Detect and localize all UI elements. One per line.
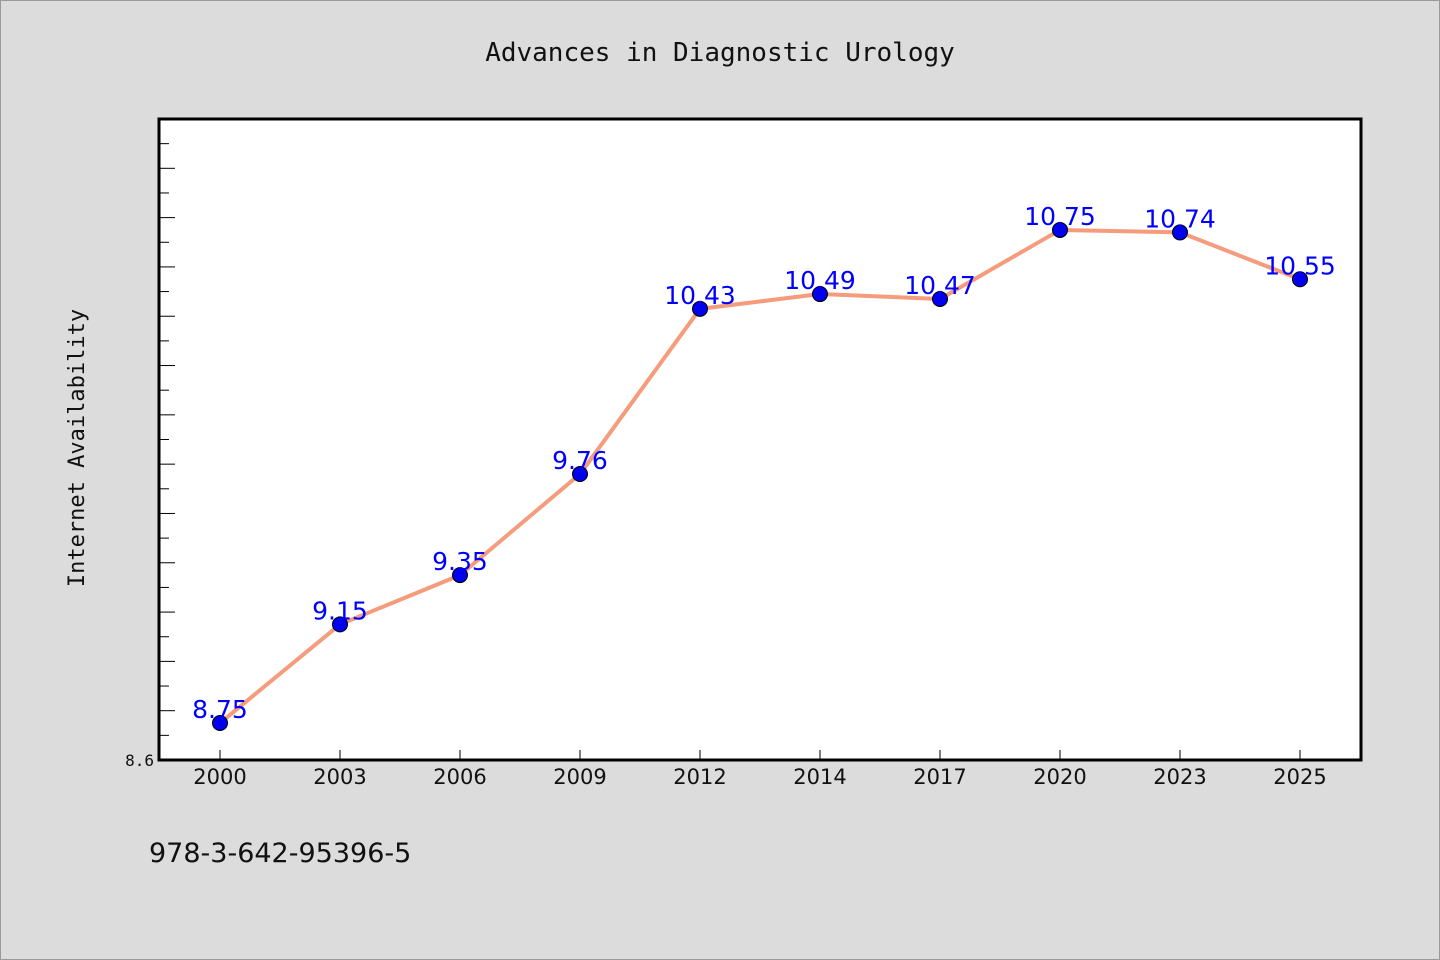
x-tick-label: 2014 [793, 765, 846, 789]
series-line [218, 227, 1302, 726]
y-axis-ticks: 8.6 [125, 118, 175, 770]
data-point-marker [1172, 224, 1188, 241]
data-label: 10.74 [1144, 204, 1216, 233]
x-tick-label: 2012 [673, 765, 726, 789]
data-label: 9.35 [432, 547, 488, 576]
x-tick-label: 2000 [193, 765, 246, 789]
data-label: 9.15 [312, 596, 368, 625]
data-point-marker [812, 286, 828, 303]
x-tick-label: 2003 [313, 765, 366, 789]
data-point-marker [452, 567, 468, 584]
y-tick-label: 8.6 [125, 751, 154, 770]
data-label: 10.43 [664, 281, 736, 310]
isbn-footer-text: 978-3-642-95396-5 [149, 838, 411, 869]
plot-area [157, 117, 1363, 762]
data-point-marker [932, 290, 948, 307]
x-axis-ticks: 2000 2003 2006 2009 2012 2014 2017 2020 2023 2025 [193, 750, 1327, 789]
x-tick-label: 2006 [433, 765, 486, 789]
x-tick-label: 2017 [913, 765, 966, 789]
data-point-marker [692, 300, 708, 317]
x-tick-label: 2025 [1273, 765, 1326, 789]
data-point-marker [212, 715, 228, 732]
y-axis-label: Internet Availability [65, 309, 90, 587]
data-point-marker [1292, 271, 1308, 288]
data-labels: 8.75 9.15 9.35 9.76 10.43 10.49 10.47 10.75 10.7… [192, 202, 1336, 724]
x-tick-label: 2023 [1153, 765, 1206, 789]
series-markers [212, 221, 1308, 732]
data-label: 10.55 [1264, 251, 1336, 280]
data-label: 8.75 [192, 695, 248, 724]
data-label: 10.75 [1024, 202, 1096, 231]
data-label: 9.76 [552, 446, 608, 475]
data-point-marker [572, 466, 588, 483]
data-label: 10.47 [904, 271, 976, 300]
series-line-group [218, 227, 1302, 726]
data-point-marker [1052, 221, 1068, 238]
x-tick-label: 2020 [1033, 765, 1086, 789]
data-point-marker [332, 616, 348, 633]
data-label: 10.49 [784, 266, 856, 295]
chart-title: Advances in Diagnostic Urology [485, 38, 955, 68]
x-tick-label: 2009 [553, 765, 606, 789]
